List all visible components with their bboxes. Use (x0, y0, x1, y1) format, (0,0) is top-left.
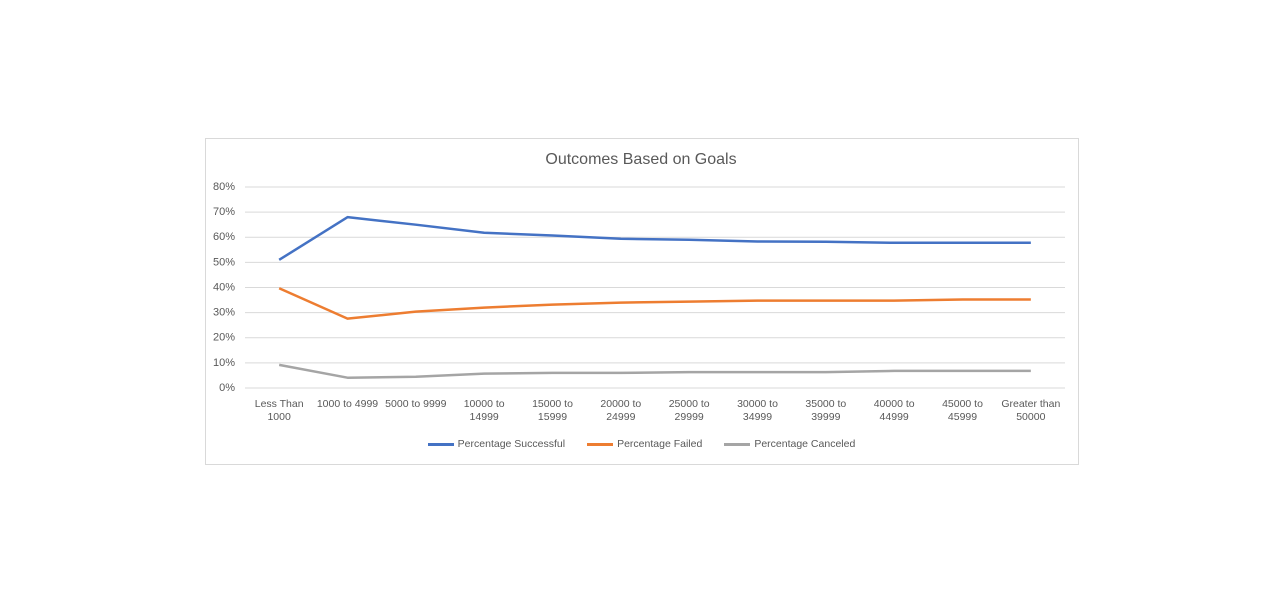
legend-item: Percentage Canceled (724, 438, 855, 450)
x-tick-label: 10000 to 14999 (463, 398, 505, 423)
x-tick-label: 40000 to 44999 (873, 398, 915, 423)
x-tick-label: Less Than 1000 (254, 398, 304, 423)
series-line (278, 363, 1031, 379)
y-tick-label: 50% (213, 256, 235, 268)
legend-label: Percentage Successful (457, 438, 566, 450)
y-tick-label: 80% (213, 181, 235, 193)
legend-swatch (427, 442, 454, 446)
series-line (278, 215, 1031, 261)
y-tick-label: 20% (213, 332, 235, 344)
x-tick-label: 25000 to 29999 (668, 398, 710, 423)
x-tick-label: 1000 to 4999 (316, 398, 379, 410)
x-tick-label: 5000 to 9999 (385, 398, 447, 410)
legend: Percentage Successful Percentage Failed Pe… (205, 438, 1078, 450)
y-tick-label: 10% (213, 357, 235, 369)
y-tick-label: 30% (213, 307, 235, 319)
x-tick-label: 45000 to 45999 (942, 398, 983, 423)
legend-label: Percentage Canceled (754, 438, 856, 450)
legend-swatch (724, 442, 751, 446)
x-tick-label: 35000 to 39999 (805, 398, 847, 423)
y-tick-label: 70% (213, 206, 235, 218)
chart-title: Outcomes Based on Goals (545, 151, 736, 168)
x-tick-label: 15000 to 15999 (532, 398, 573, 423)
y-tick-label: 60% (213, 231, 235, 243)
legend-label: Percentage Failed (617, 438, 703, 450)
x-tick-label: 30000 to 34999 (737, 398, 778, 423)
y-tick-label: 0% (219, 382, 235, 394)
x-tick-label: Greater than 50000 (1001, 398, 1061, 423)
y-tick-label: 40% (213, 281, 235, 293)
legend-swatch (587, 442, 614, 446)
series-line (278, 287, 1031, 320)
legend-item: Percentage Failed (587, 438, 702, 450)
legend-item: Percentage Successful (427, 438, 566, 450)
x-tick-label: 20000 to 24999 (600, 398, 642, 423)
